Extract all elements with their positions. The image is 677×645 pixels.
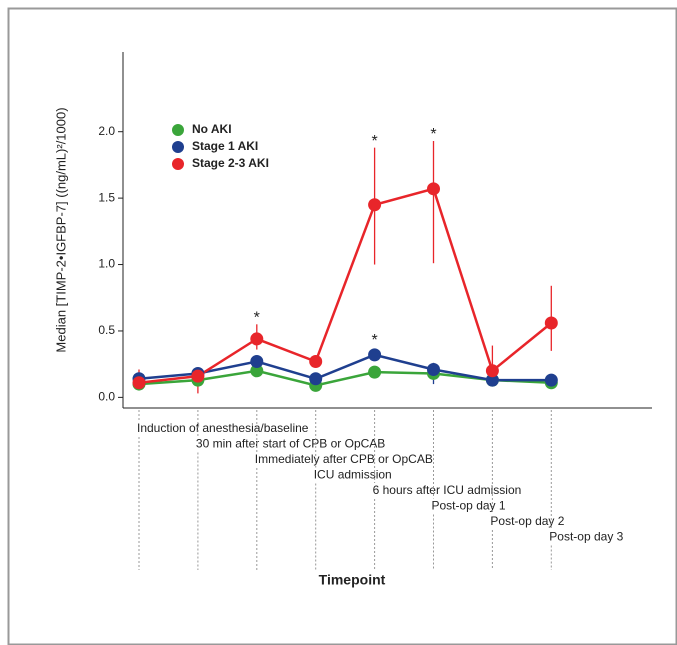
data-point xyxy=(368,198,382,212)
data-point xyxy=(544,316,558,330)
x-tick-label: ICU admission xyxy=(314,468,392,482)
data-point xyxy=(191,369,205,383)
significance-marker: * xyxy=(371,133,377,150)
y-tick-label: 1.5 xyxy=(98,190,115,204)
data-point xyxy=(427,362,440,376)
legend-label: Stage 1 AKI xyxy=(192,139,258,153)
x-tick-label: Immediately after CPB or OpCAB xyxy=(255,452,433,466)
significance-marker: * xyxy=(254,310,260,327)
data-point xyxy=(309,372,323,386)
series-line xyxy=(138,187,553,385)
x-tick-label: 30 min after start of CPB or OpCAB xyxy=(196,437,385,451)
data-point xyxy=(368,348,382,362)
legend-swatch xyxy=(172,124,184,136)
data-point xyxy=(250,332,264,346)
legend-swatch xyxy=(172,158,184,170)
data-point xyxy=(427,182,440,196)
x-tick-label: Induction of anesthesia/baseline xyxy=(137,421,309,435)
y-tick-label: 0.5 xyxy=(98,323,115,337)
significance-marker: * xyxy=(371,332,377,349)
significance-marker: * xyxy=(430,126,436,143)
x-tick-label: Post-op day 3 xyxy=(549,530,623,544)
y-axis-label: Median [TIMP-2•IGFBP-7] ((ng/mL)²/1000) xyxy=(53,107,68,352)
data-point xyxy=(250,364,264,378)
x-tick-label: Post-op day 2 xyxy=(490,514,564,528)
data-point xyxy=(250,355,264,369)
x-tick-label: 6 hours after ICU admission xyxy=(373,483,522,497)
data-point xyxy=(485,373,499,387)
y-tick-label: 0.0 xyxy=(98,390,115,404)
legend-label: Stage 2-3 AKI xyxy=(192,156,269,170)
data-point xyxy=(368,365,382,379)
y-tick-label: 2.0 xyxy=(98,124,115,138)
data-point xyxy=(132,376,146,390)
data-point xyxy=(309,355,323,369)
legend-label: No AKI xyxy=(192,122,232,136)
series-line xyxy=(138,353,552,382)
legend-swatch xyxy=(172,141,184,153)
x-tick-label: Post-op day 1 xyxy=(432,499,506,513)
y-tick-label: 1.0 xyxy=(98,257,115,271)
x-axis-label: Timepoint xyxy=(319,572,386,588)
data-point xyxy=(544,373,558,387)
data-point xyxy=(485,364,499,378)
